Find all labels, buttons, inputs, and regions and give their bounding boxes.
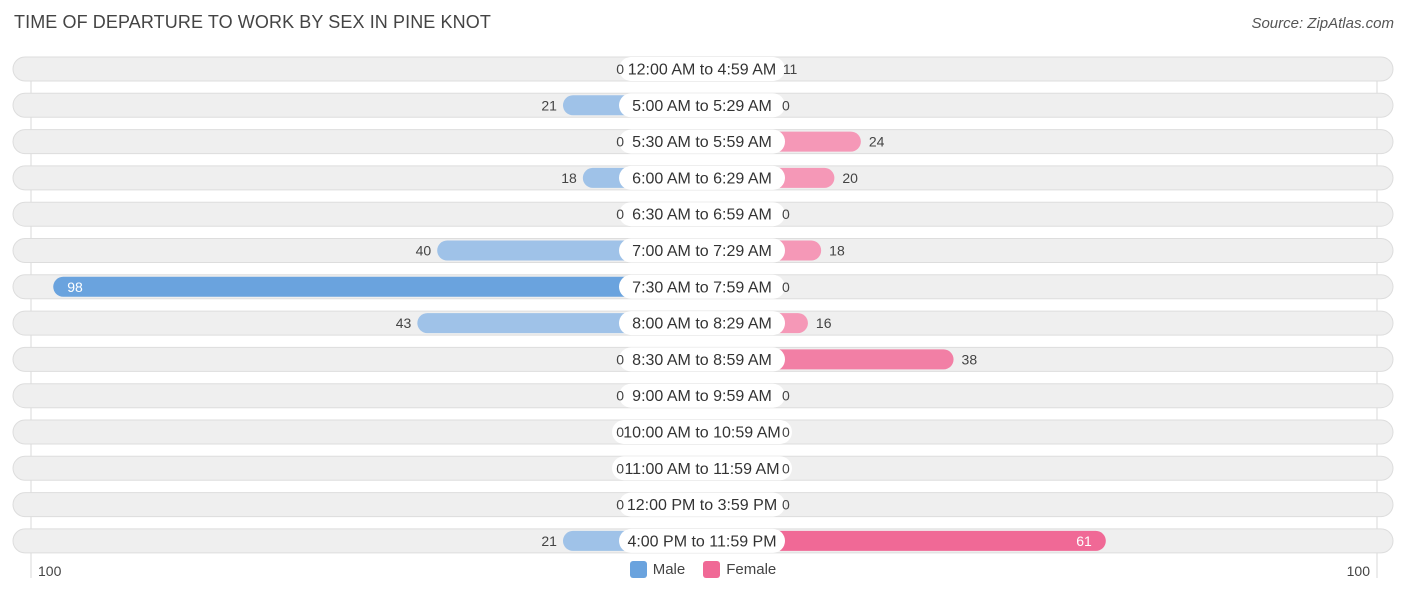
category-label-background <box>619 311 785 336</box>
legend-label-male: Male <box>652 561 686 578</box>
category-label: 10:00 AM to 10:59 AM <box>623 425 780 442</box>
legend: Male Female <box>0 561 1406 578</box>
legend-swatch-female <box>703 561 721 578</box>
category-label: 7:30 AM to 7:59 AM <box>632 279 772 296</box>
male-bar <box>53 276 703 297</box>
category-label-background <box>619 383 785 408</box>
category-label: 12:00 AM to 4:59 AM <box>628 62 777 79</box>
male-value-label: 0 <box>616 206 624 222</box>
chart-title: TIME OF DEPARTURE TO WORK BY SEX IN PINE… <box>14 12 491 32</box>
category-label-background <box>619 57 785 81</box>
female-value-label: 18 <box>829 243 845 259</box>
category-label: 8:00 AM to 8:29 AM <box>632 316 772 333</box>
category-label: 12:00 PM to 3:59 PM <box>627 497 777 514</box>
female-bar <box>702 530 1106 551</box>
female-value-label: 0 <box>782 497 790 513</box>
category-label-background <box>619 347 785 372</box>
female-value-label: 24 <box>869 134 885 150</box>
female-value-label: 16 <box>816 315 832 331</box>
category-label-background <box>619 202 785 227</box>
legend-swatch-male <box>629 561 647 578</box>
category-label: 4:00 PM to 11:59 PM <box>627 533 776 550</box>
female-value-label: 0 <box>782 388 790 404</box>
legend-item-female[interactable]: Female <box>703 561 776 578</box>
category-label: 7:00 AM to 7:29 AM <box>632 243 772 260</box>
category-label-background <box>612 420 792 444</box>
category-label-background <box>619 129 785 154</box>
female-value-label: 0 <box>782 460 790 476</box>
male-value-label: 21 <box>541 533 557 549</box>
category-label-background <box>619 93 785 118</box>
female-value-label: 38 <box>962 351 978 367</box>
male-value-label: 43 <box>396 315 412 331</box>
category-label-background <box>612 456 792 481</box>
category-label: 6:30 AM to 6:59 AM <box>632 207 772 224</box>
male-value-label: 0 <box>616 351 624 367</box>
category-label: 8:30 AM to 8:59 AM <box>632 352 772 369</box>
legend-item-male[interactable]: Male <box>629 561 686 578</box>
male-value-label: 18 <box>561 170 577 186</box>
category-label-background <box>619 492 785 517</box>
category-label-background <box>619 238 785 263</box>
male-value-label: 40 <box>416 243 432 259</box>
male-value-label: 0 <box>616 497 624 513</box>
female-value-label: 11 <box>783 61 798 77</box>
female-value-label: 0 <box>782 424 790 440</box>
female-value-label: 0 <box>782 97 790 113</box>
male-value-label: 0 <box>616 424 624 440</box>
category-label-background <box>619 165 785 190</box>
female-value-label: 0 <box>782 279 790 295</box>
category-label-background <box>619 274 785 299</box>
category-label: 5:00 AM to 5:29 AM <box>632 98 772 115</box>
male-value-label: 0 <box>616 134 624 150</box>
male-value-label: 98 <box>67 279 83 295</box>
legend-label-female: Female <box>726 561 777 578</box>
axis-left-label: 100 <box>38 563 62 579</box>
category-label: 6:00 AM to 6:29 AM <box>632 170 772 187</box>
male-value-label: 21 <box>541 97 557 113</box>
category-label-background <box>619 528 785 553</box>
axis-right-label: 100 <box>1346 563 1370 579</box>
category-label: 5:30 AM to 5:59 AM <box>632 134 772 151</box>
source-credit: Source: ZipAtlas.com <box>1251 15 1394 32</box>
male-value-label: 0 <box>616 460 624 476</box>
category-label: 11:00 AM to 11:59 AM <box>624 461 779 478</box>
female-value-label: 20 <box>842 170 858 186</box>
male-value-label: 0 <box>616 61 624 77</box>
female-value-label: 61 <box>1076 533 1092 549</box>
female-value-label: 0 <box>782 206 790 222</box>
male-value-label: 0 <box>616 388 624 404</box>
category-label: 9:00 AM to 9:59 AM <box>632 388 772 405</box>
